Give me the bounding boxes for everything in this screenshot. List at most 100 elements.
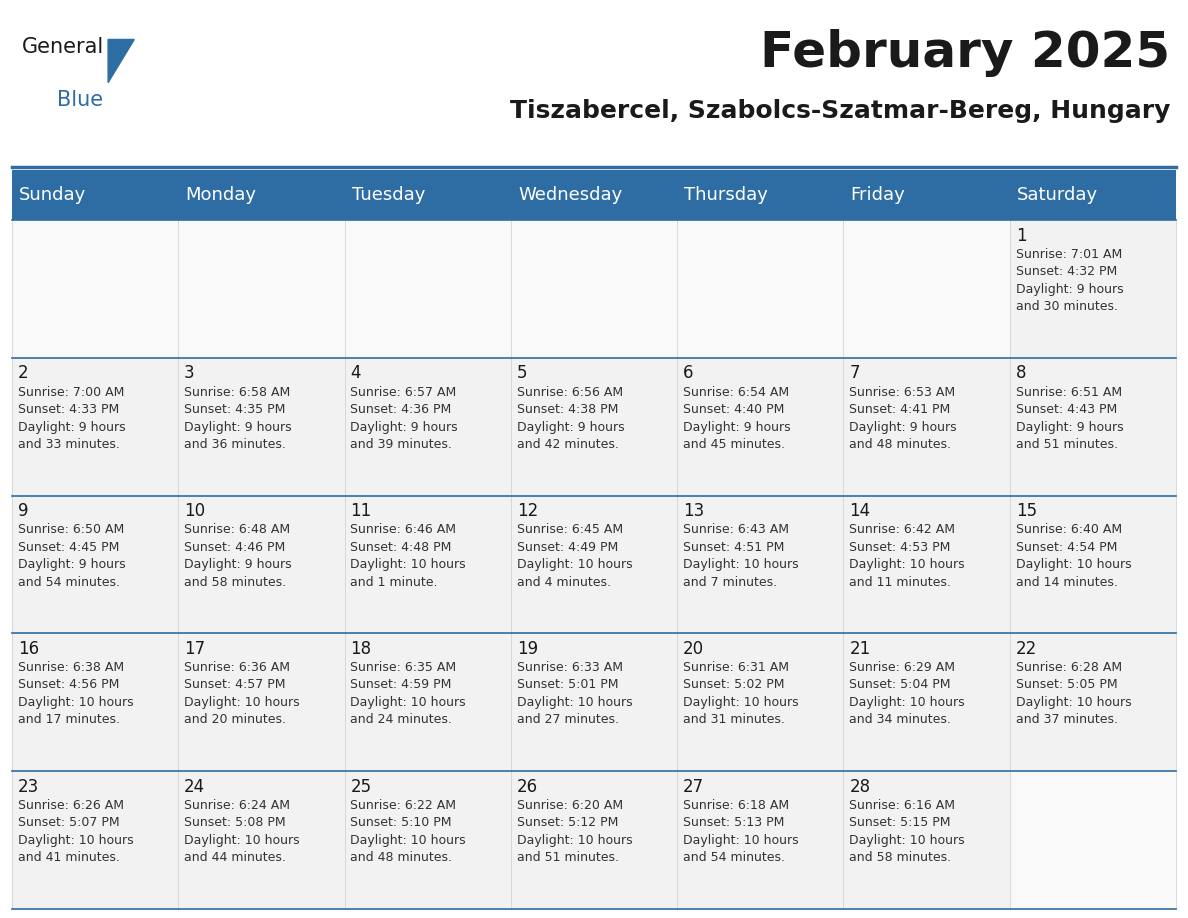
Bar: [1010, 771, 1176, 909]
Text: 12: 12: [517, 502, 538, 521]
Text: 7: 7: [849, 364, 860, 383]
Bar: [677, 358, 843, 496]
Bar: [178, 771, 345, 909]
Text: Sunrise: 6:20 AM
Sunset: 5:12 PM
Daylight: 10 hours
and 51 minutes.: Sunrise: 6:20 AM Sunset: 5:12 PM Dayligh…: [517, 799, 632, 864]
Text: Sunrise: 6:48 AM
Sunset: 4:46 PM
Daylight: 9 hours
and 58 minutes.: Sunrise: 6:48 AM Sunset: 4:46 PM Dayligh…: [184, 523, 292, 588]
Text: 9: 9: [18, 502, 29, 521]
Bar: [677, 496, 843, 633]
Bar: [1010, 220, 1176, 358]
Bar: [178, 358, 345, 496]
Bar: [178, 496, 345, 633]
Text: Saturday: Saturday: [1017, 186, 1098, 204]
Text: Sunrise: 6:33 AM
Sunset: 5:01 PM
Daylight: 10 hours
and 27 minutes.: Sunrise: 6:33 AM Sunset: 5:01 PM Dayligh…: [517, 661, 632, 726]
Text: 1: 1: [1016, 227, 1026, 245]
Text: Tuesday: Tuesday: [352, 186, 425, 204]
Bar: [511, 771, 677, 909]
Text: 11: 11: [350, 502, 372, 521]
Text: Sunrise: 6:51 AM
Sunset: 4:43 PM
Daylight: 9 hours
and 51 minutes.: Sunrise: 6:51 AM Sunset: 4:43 PM Dayligh…: [1016, 386, 1124, 451]
Text: General: General: [21, 37, 103, 57]
Bar: [12, 170, 1176, 220]
Bar: [843, 220, 1010, 358]
Text: Sunrise: 6:50 AM
Sunset: 4:45 PM
Daylight: 9 hours
and 54 minutes.: Sunrise: 6:50 AM Sunset: 4:45 PM Dayligh…: [18, 523, 126, 588]
Text: Sunrise: 6:18 AM
Sunset: 5:13 PM
Daylight: 10 hours
and 54 minutes.: Sunrise: 6:18 AM Sunset: 5:13 PM Dayligh…: [683, 799, 798, 864]
Text: 28: 28: [849, 778, 871, 796]
Text: 5: 5: [517, 364, 527, 383]
Text: Friday: Friday: [851, 186, 905, 204]
Bar: [12, 771, 178, 909]
Bar: [511, 220, 677, 358]
Bar: [12, 358, 178, 496]
Bar: [345, 220, 511, 358]
Text: Sunrise: 6:54 AM
Sunset: 4:40 PM
Daylight: 9 hours
and 45 minutes.: Sunrise: 6:54 AM Sunset: 4:40 PM Dayligh…: [683, 386, 791, 451]
Bar: [677, 633, 843, 771]
Bar: [345, 358, 511, 496]
Text: 21: 21: [849, 640, 871, 658]
Bar: [843, 771, 1010, 909]
Bar: [1010, 358, 1176, 496]
Text: Sunrise: 6:35 AM
Sunset: 4:59 PM
Daylight: 10 hours
and 24 minutes.: Sunrise: 6:35 AM Sunset: 4:59 PM Dayligh…: [350, 661, 466, 726]
Polygon shape: [108, 39, 134, 83]
Text: Monday: Monday: [185, 186, 257, 204]
Text: 23: 23: [18, 778, 39, 796]
Text: 24: 24: [184, 778, 206, 796]
Bar: [178, 633, 345, 771]
Text: Sunday: Sunday: [19, 186, 87, 204]
Text: Sunrise: 6:58 AM
Sunset: 4:35 PM
Daylight: 9 hours
and 36 minutes.: Sunrise: 6:58 AM Sunset: 4:35 PM Dayligh…: [184, 386, 292, 451]
Text: Sunrise: 6:46 AM
Sunset: 4:48 PM
Daylight: 10 hours
and 1 minute.: Sunrise: 6:46 AM Sunset: 4:48 PM Dayligh…: [350, 523, 466, 588]
Text: Sunrise: 7:00 AM
Sunset: 4:33 PM
Daylight: 9 hours
and 33 minutes.: Sunrise: 7:00 AM Sunset: 4:33 PM Dayligh…: [18, 386, 126, 451]
Text: Sunrise: 7:01 AM
Sunset: 4:32 PM
Daylight: 9 hours
and 30 minutes.: Sunrise: 7:01 AM Sunset: 4:32 PM Dayligh…: [1016, 248, 1124, 313]
Text: Sunrise: 6:26 AM
Sunset: 5:07 PM
Daylight: 10 hours
and 41 minutes.: Sunrise: 6:26 AM Sunset: 5:07 PM Dayligh…: [18, 799, 133, 864]
Bar: [1010, 633, 1176, 771]
Text: 15: 15: [1016, 502, 1037, 521]
Bar: [677, 220, 843, 358]
Text: 13: 13: [683, 502, 704, 521]
Text: Sunrise: 6:24 AM
Sunset: 5:08 PM
Daylight: 10 hours
and 44 minutes.: Sunrise: 6:24 AM Sunset: 5:08 PM Dayligh…: [184, 799, 299, 864]
Bar: [345, 633, 511, 771]
Text: Thursday: Thursday: [684, 186, 769, 204]
Bar: [511, 496, 677, 633]
Text: Sunrise: 6:31 AM
Sunset: 5:02 PM
Daylight: 10 hours
and 31 minutes.: Sunrise: 6:31 AM Sunset: 5:02 PM Dayligh…: [683, 661, 798, 726]
Bar: [345, 771, 511, 909]
Text: Sunrise: 6:16 AM
Sunset: 5:15 PM
Daylight: 10 hours
and 58 minutes.: Sunrise: 6:16 AM Sunset: 5:15 PM Dayligh…: [849, 799, 965, 864]
Bar: [511, 358, 677, 496]
Text: 26: 26: [517, 778, 538, 796]
Bar: [843, 633, 1010, 771]
Text: 25: 25: [350, 778, 372, 796]
Bar: [345, 496, 511, 633]
Text: 8: 8: [1016, 364, 1026, 383]
Text: Tiszabercel, Szabolcs-Szatmar-Bereg, Hungary: Tiszabercel, Szabolcs-Szatmar-Bereg, Hun…: [510, 99, 1170, 123]
Text: Sunrise: 6:36 AM
Sunset: 4:57 PM
Daylight: 10 hours
and 20 minutes.: Sunrise: 6:36 AM Sunset: 4:57 PM Dayligh…: [184, 661, 299, 726]
Bar: [178, 220, 345, 358]
Text: 22: 22: [1016, 640, 1037, 658]
Text: Blue: Blue: [57, 90, 103, 110]
Bar: [677, 771, 843, 909]
Text: Sunrise: 6:53 AM
Sunset: 4:41 PM
Daylight: 9 hours
and 48 minutes.: Sunrise: 6:53 AM Sunset: 4:41 PM Dayligh…: [849, 386, 958, 451]
Bar: [1010, 496, 1176, 633]
Bar: [511, 633, 677, 771]
Bar: [12, 633, 178, 771]
Text: Wednesday: Wednesday: [518, 186, 623, 204]
Text: Sunrise: 6:56 AM
Sunset: 4:38 PM
Daylight: 9 hours
and 42 minutes.: Sunrise: 6:56 AM Sunset: 4:38 PM Dayligh…: [517, 386, 625, 451]
Bar: [12, 496, 178, 633]
Text: 6: 6: [683, 364, 694, 383]
Bar: [843, 358, 1010, 496]
Text: 10: 10: [184, 502, 206, 521]
Text: February 2025: February 2025: [760, 29, 1170, 77]
Text: 16: 16: [18, 640, 39, 658]
Text: 19: 19: [517, 640, 538, 658]
Text: Sunrise: 6:45 AM
Sunset: 4:49 PM
Daylight: 10 hours
and 4 minutes.: Sunrise: 6:45 AM Sunset: 4:49 PM Dayligh…: [517, 523, 632, 588]
Text: Sunrise: 6:43 AM
Sunset: 4:51 PM
Daylight: 10 hours
and 7 minutes.: Sunrise: 6:43 AM Sunset: 4:51 PM Dayligh…: [683, 523, 798, 588]
Text: Sunrise: 6:28 AM
Sunset: 5:05 PM
Daylight: 10 hours
and 37 minutes.: Sunrise: 6:28 AM Sunset: 5:05 PM Dayligh…: [1016, 661, 1131, 726]
Text: 2: 2: [18, 364, 29, 383]
Text: 17: 17: [184, 640, 206, 658]
Text: 20: 20: [683, 640, 704, 658]
Text: 4: 4: [350, 364, 361, 383]
Text: Sunrise: 6:29 AM
Sunset: 5:04 PM
Daylight: 10 hours
and 34 minutes.: Sunrise: 6:29 AM Sunset: 5:04 PM Dayligh…: [849, 661, 965, 726]
Text: 27: 27: [683, 778, 704, 796]
Text: Sunrise: 6:38 AM
Sunset: 4:56 PM
Daylight: 10 hours
and 17 minutes.: Sunrise: 6:38 AM Sunset: 4:56 PM Dayligh…: [18, 661, 133, 726]
Text: Sunrise: 6:40 AM
Sunset: 4:54 PM
Daylight: 10 hours
and 14 minutes.: Sunrise: 6:40 AM Sunset: 4:54 PM Dayligh…: [1016, 523, 1131, 588]
Text: Sunrise: 6:22 AM
Sunset: 5:10 PM
Daylight: 10 hours
and 48 minutes.: Sunrise: 6:22 AM Sunset: 5:10 PM Dayligh…: [350, 799, 466, 864]
Text: 3: 3: [184, 364, 195, 383]
Text: 18: 18: [350, 640, 372, 658]
Bar: [843, 496, 1010, 633]
